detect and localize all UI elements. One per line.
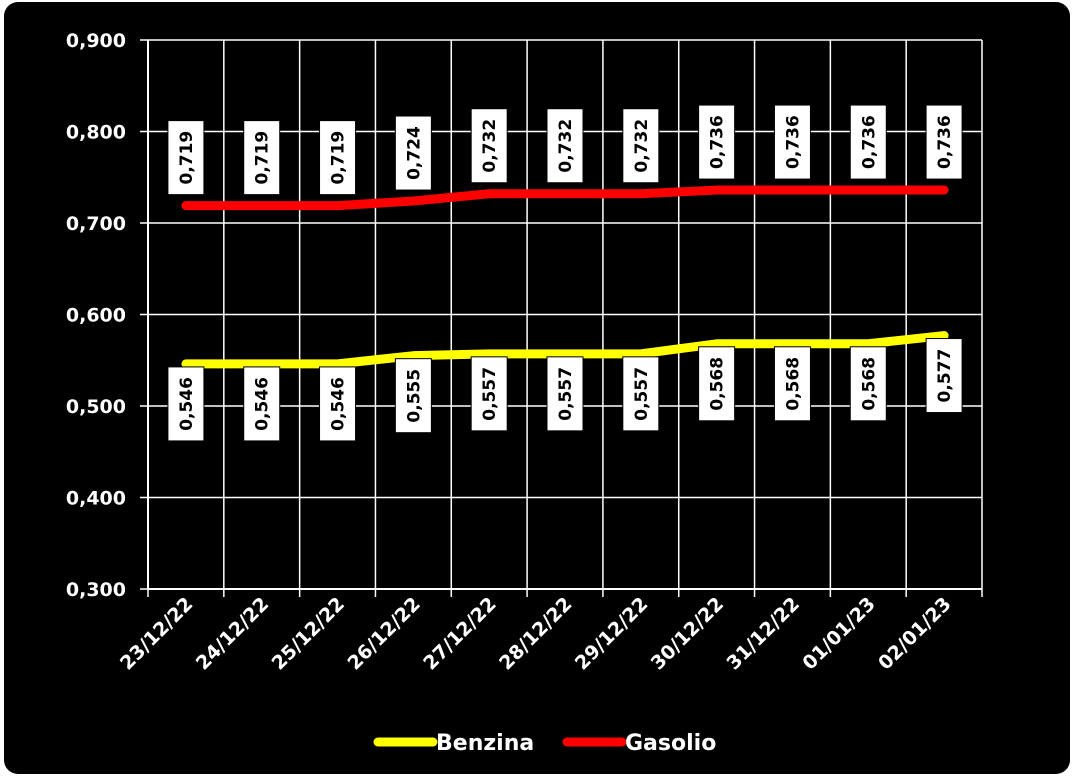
data-label: 0,736 xyxy=(708,115,728,169)
x-tick-label: 28/12/22 xyxy=(495,593,576,674)
y-tick-label: 0,900 xyxy=(66,30,126,52)
data-label-box xyxy=(319,366,357,442)
x-tick-label: 26/12/22 xyxy=(343,593,424,674)
y-tick-label: 0,400 xyxy=(66,488,126,510)
data-label: 0,719 xyxy=(329,131,349,185)
x-tick-label: 29/12/22 xyxy=(571,593,652,674)
x-tick-label: 24/12/22 xyxy=(192,593,273,674)
data-label-box xyxy=(167,120,205,196)
data-label: 0,568 xyxy=(783,357,803,411)
data-label-box xyxy=(167,366,205,442)
x-tick-label: 01/01/23 xyxy=(798,593,879,674)
data-label: 0,719 xyxy=(253,131,273,185)
data-label: 0,736 xyxy=(783,115,803,169)
series-line-gasolio xyxy=(181,185,949,211)
legend: Benzina Gasolio xyxy=(373,731,716,756)
data-label-box xyxy=(773,346,811,422)
y-tick-label: 0,700 xyxy=(66,213,126,235)
legend-label: Gasolio xyxy=(625,731,716,756)
data-label-box xyxy=(622,108,660,184)
data-label-box xyxy=(546,356,584,432)
data-label-box xyxy=(243,120,281,196)
data-label-box xyxy=(319,120,357,196)
data-label: 0,557 xyxy=(632,367,652,421)
data-label-box xyxy=(243,366,281,442)
data-label: 0,546 xyxy=(253,377,273,431)
data-label-box xyxy=(698,346,736,422)
data-label: 0,736 xyxy=(859,115,879,169)
data-label: 0,732 xyxy=(556,119,576,173)
y-tick-label: 0,500 xyxy=(66,396,126,418)
series-lines xyxy=(181,185,949,369)
x-tick-label: 31/12/22 xyxy=(723,593,804,674)
x-tick-label: 02/01/23 xyxy=(874,593,955,674)
data-label-box xyxy=(849,104,887,180)
data-labels: 0,546 0,546 0,546 0,555 0,557 0,557 0,557 0,568… xyxy=(167,104,963,442)
data-label: 0,568 xyxy=(708,357,728,411)
x-tick-label: 25/12/22 xyxy=(268,593,349,674)
data-label-box xyxy=(925,104,963,180)
data-label-box xyxy=(698,104,736,180)
data-label: 0,555 xyxy=(404,369,424,423)
data-label-box xyxy=(470,356,508,432)
data-label-box xyxy=(622,356,660,432)
data-label: 0,568 xyxy=(859,357,879,411)
data-label: 0,546 xyxy=(329,377,349,431)
y-tick-label: 0,300 xyxy=(66,579,126,601)
data-label-box xyxy=(546,108,584,184)
y-tick-label: 0,800 xyxy=(66,122,126,144)
legend-label: Benzina xyxy=(436,731,534,756)
data-label-box xyxy=(394,358,432,434)
data-label: 0,732 xyxy=(632,119,652,173)
data-label: 0,736 xyxy=(935,115,955,169)
data-label: 0,732 xyxy=(480,119,500,173)
data-label-box xyxy=(849,346,887,422)
data-label-box xyxy=(394,115,432,191)
series-line-benzina xyxy=(181,331,949,369)
x-tick-label: 30/12/22 xyxy=(647,593,728,674)
x-tick-label: 23/12/22 xyxy=(116,593,197,674)
data-label: 0,546 xyxy=(177,377,197,431)
y-tick-label: 0,600 xyxy=(66,305,126,327)
data-label-box xyxy=(925,338,963,414)
data-label: 0,719 xyxy=(177,131,197,185)
data-label: 0,557 xyxy=(556,367,576,421)
data-label: 0,724 xyxy=(404,126,424,180)
data-label: 0,577 xyxy=(935,349,955,403)
data-label: 0,557 xyxy=(480,367,500,421)
data-label-box xyxy=(773,104,811,180)
x-tick-label: 27/12/22 xyxy=(419,593,500,674)
data-label-box xyxy=(470,108,508,184)
